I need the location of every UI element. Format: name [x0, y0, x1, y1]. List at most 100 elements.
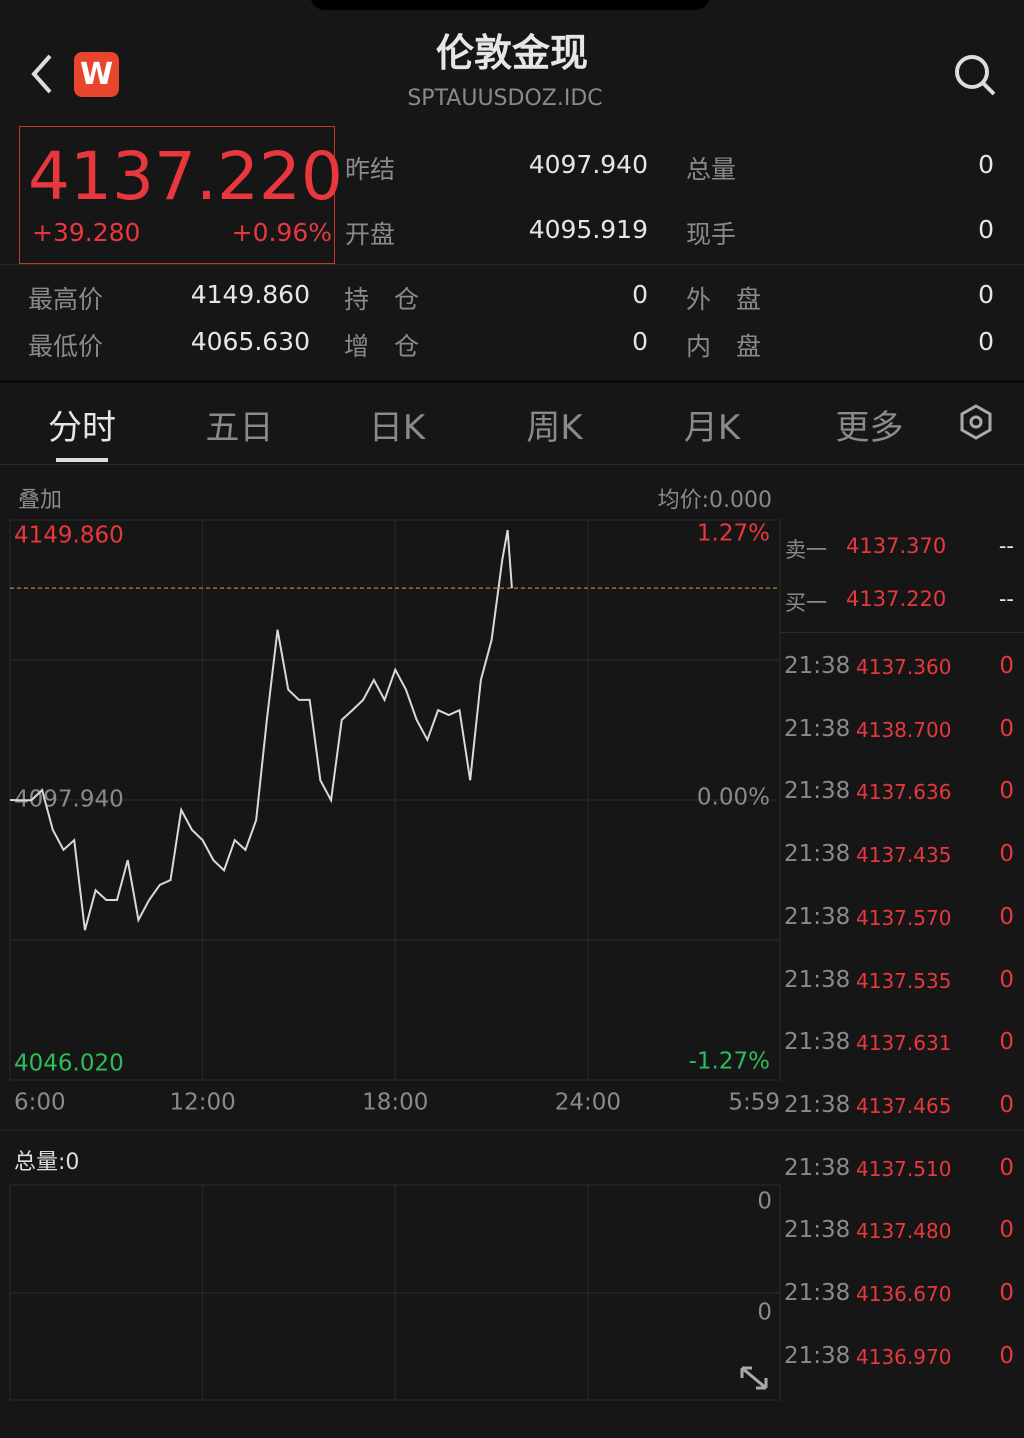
tab[interactable]: 分时: [48, 408, 116, 448]
price-line: [9, 529, 513, 931]
trade-time: 21:38: [784, 1280, 851, 1306]
stat-label: 最低价: [28, 332, 104, 361]
trade-time: 21:38: [784, 653, 851, 679]
tab[interactable]: 五日: [205, 408, 274, 448]
stat-label: 昨结: [345, 155, 396, 184]
trade-volume: 0: [999, 1342, 1014, 1369]
settings-button[interactable]: [956, 402, 996, 442]
book-volume: --: [998, 534, 1014, 558]
book-label: 卖一: [785, 538, 827, 562]
trade-price: 4137.631: [856, 1031, 952, 1056]
trade-time: 21:38: [784, 1091, 851, 1118]
trade-volume: 0: [999, 966, 1014, 993]
book-price: 4137.370: [846, 534, 947, 558]
back-button[interactable]: [28, 52, 58, 96]
trade-price: 4137.465: [856, 1093, 952, 1118]
app-badge[interactable]: W: [74, 52, 119, 97]
trade-time: 21:38: [784, 1217, 851, 1244]
x-tick-label: 5:59: [728, 1090, 780, 1116]
trade-time: 21:38: [784, 903, 851, 930]
stat-value: 0: [632, 280, 648, 309]
trade-price: 4136.970: [856, 1344, 952, 1369]
trade-time: 21:38: [784, 966, 851, 993]
book-price: 4137.220: [846, 587, 947, 611]
stat-label: 开盘: [345, 220, 396, 249]
trade-price: 4137.636: [856, 780, 952, 805]
stat-value: 0: [978, 150, 994, 179]
price-box: [19, 126, 335, 264]
trade-time: 21:38: [784, 778, 851, 805]
volume-title: 总量:0: [14, 1150, 80, 1175]
trade-volume: 0: [999, 1029, 1014, 1056]
trade-price: 4137.570: [856, 905, 952, 930]
tab[interactable]: 日K: [368, 408, 426, 448]
stat-value: 0: [978, 280, 994, 309]
y-tick-label: 4046.020: [14, 1051, 124, 1077]
last-price: 4137.220: [28, 138, 343, 215]
trade-volume: 0: [999, 778, 1014, 805]
stat-label: 总量: [686, 155, 737, 184]
stat-label: 增 仓: [344, 332, 420, 361]
trade-volume: 0: [999, 1217, 1014, 1244]
y2-tick-label: 0.00%: [697, 785, 770, 811]
trade-volume: 0: [999, 1280, 1014, 1306]
y-tick-label: 4149.860: [14, 523, 124, 549]
trade-time: 21:38: [784, 715, 851, 742]
trade-time: 21:38: [784, 841, 851, 868]
y2-tick-label: -1.27%: [689, 1049, 770, 1075]
expand-button[interactable]: [740, 1366, 768, 1390]
trade-price: 4138.700: [856, 717, 952, 742]
book-label: 买一: [785, 591, 827, 615]
trade-price: 4137.535: [856, 968, 952, 993]
trade-volume: 0: [999, 841, 1014, 868]
y2-tick-label: 1.27%: [697, 521, 770, 547]
divider: [0, 380, 1024, 383]
trade-volume: 0: [999, 903, 1014, 930]
trade-volume: 0: [999, 653, 1014, 679]
trade-volume: 0: [999, 1091, 1014, 1118]
notch: [310, 0, 710, 10]
change-pct: +0.96%: [231, 218, 332, 247]
divider: [780, 632, 1024, 633]
stat-value: 4095.919: [528, 215, 648, 244]
stat-value: 4065.630: [190, 327, 310, 356]
trade-volume: 0: [999, 715, 1014, 742]
divider: [0, 464, 1024, 465]
stat-label: 外 盘: [686, 285, 762, 314]
symbol-code: SPTAUUSDOZ.IDC: [407, 86, 603, 111]
trade-volume: 0: [999, 1154, 1014, 1181]
trade-time: 21:38: [784, 1342, 851, 1369]
overlay-button[interactable]: 叠加: [18, 488, 63, 513]
title: 伦敦金现: [435, 31, 588, 75]
tab-indicator: [56, 458, 108, 462]
avg-price: 均价:0.000: [657, 488, 772, 513]
tab[interactable]: 月K: [683, 408, 741, 448]
trade-price: 4136.670: [856, 1282, 952, 1306]
trade-time: 21:38: [784, 1154, 851, 1181]
x-tick-label: 18:00: [362, 1090, 428, 1116]
trade-price: 4137.435: [856, 843, 952, 868]
stat-value: 4149.860: [190, 280, 310, 309]
trade-time: 21:38: [784, 1029, 851, 1056]
volume-tick-label: 0: [757, 1300, 772, 1326]
tab[interactable]: 周K: [526, 408, 583, 448]
trade-price: 4137.360: [856, 655, 952, 679]
trade-price: 4137.480: [856, 1219, 952, 1244]
divider: [0, 264, 1024, 265]
tab[interactable]: 更多: [835, 408, 904, 448]
stat-value: 0: [632, 327, 648, 356]
chart-area: 4046.0204097.9404149.860-1.27%0.00%1.27%…: [0, 519, 1024, 1401]
volume-tick-label: 0: [757, 1189, 772, 1215]
change: +39.280: [32, 218, 141, 247]
trade-price: 4137.510: [856, 1156, 952, 1181]
search-button[interactable]: [950, 50, 1000, 100]
x-tick-label: 24:00: [555, 1090, 621, 1116]
stat-value: 0: [978, 327, 994, 356]
stat-value: 4097.940: [528, 150, 648, 179]
x-tick-label: 6:00: [14, 1090, 66, 1116]
stat-label: 内 盘: [686, 332, 762, 361]
stat-label: 持 仓: [344, 285, 420, 314]
x-tick-label: 12:00: [169, 1090, 235, 1116]
stat-value: 0: [978, 215, 994, 244]
